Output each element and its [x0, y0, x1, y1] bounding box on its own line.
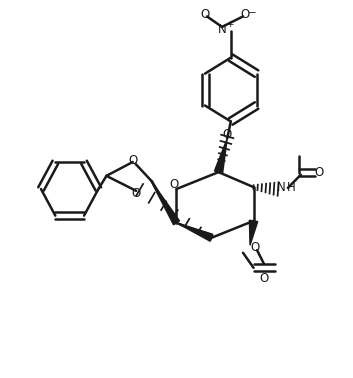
Text: O: O — [128, 153, 137, 167]
Text: N: N — [277, 181, 286, 194]
Text: O: O — [223, 128, 232, 141]
Polygon shape — [250, 220, 258, 245]
Polygon shape — [176, 223, 213, 241]
Text: +: + — [226, 20, 234, 29]
Text: O: O — [200, 8, 209, 21]
Text: O: O — [259, 271, 269, 285]
Text: O: O — [132, 187, 141, 200]
Text: O: O — [315, 166, 324, 180]
Text: N: N — [218, 23, 226, 36]
Polygon shape — [215, 138, 227, 174]
Text: O: O — [240, 8, 250, 21]
Text: O: O — [251, 241, 260, 254]
Text: −: − — [248, 8, 257, 19]
Polygon shape — [150, 180, 179, 225]
Text: O: O — [169, 178, 178, 191]
Text: H: H — [287, 181, 296, 194]
